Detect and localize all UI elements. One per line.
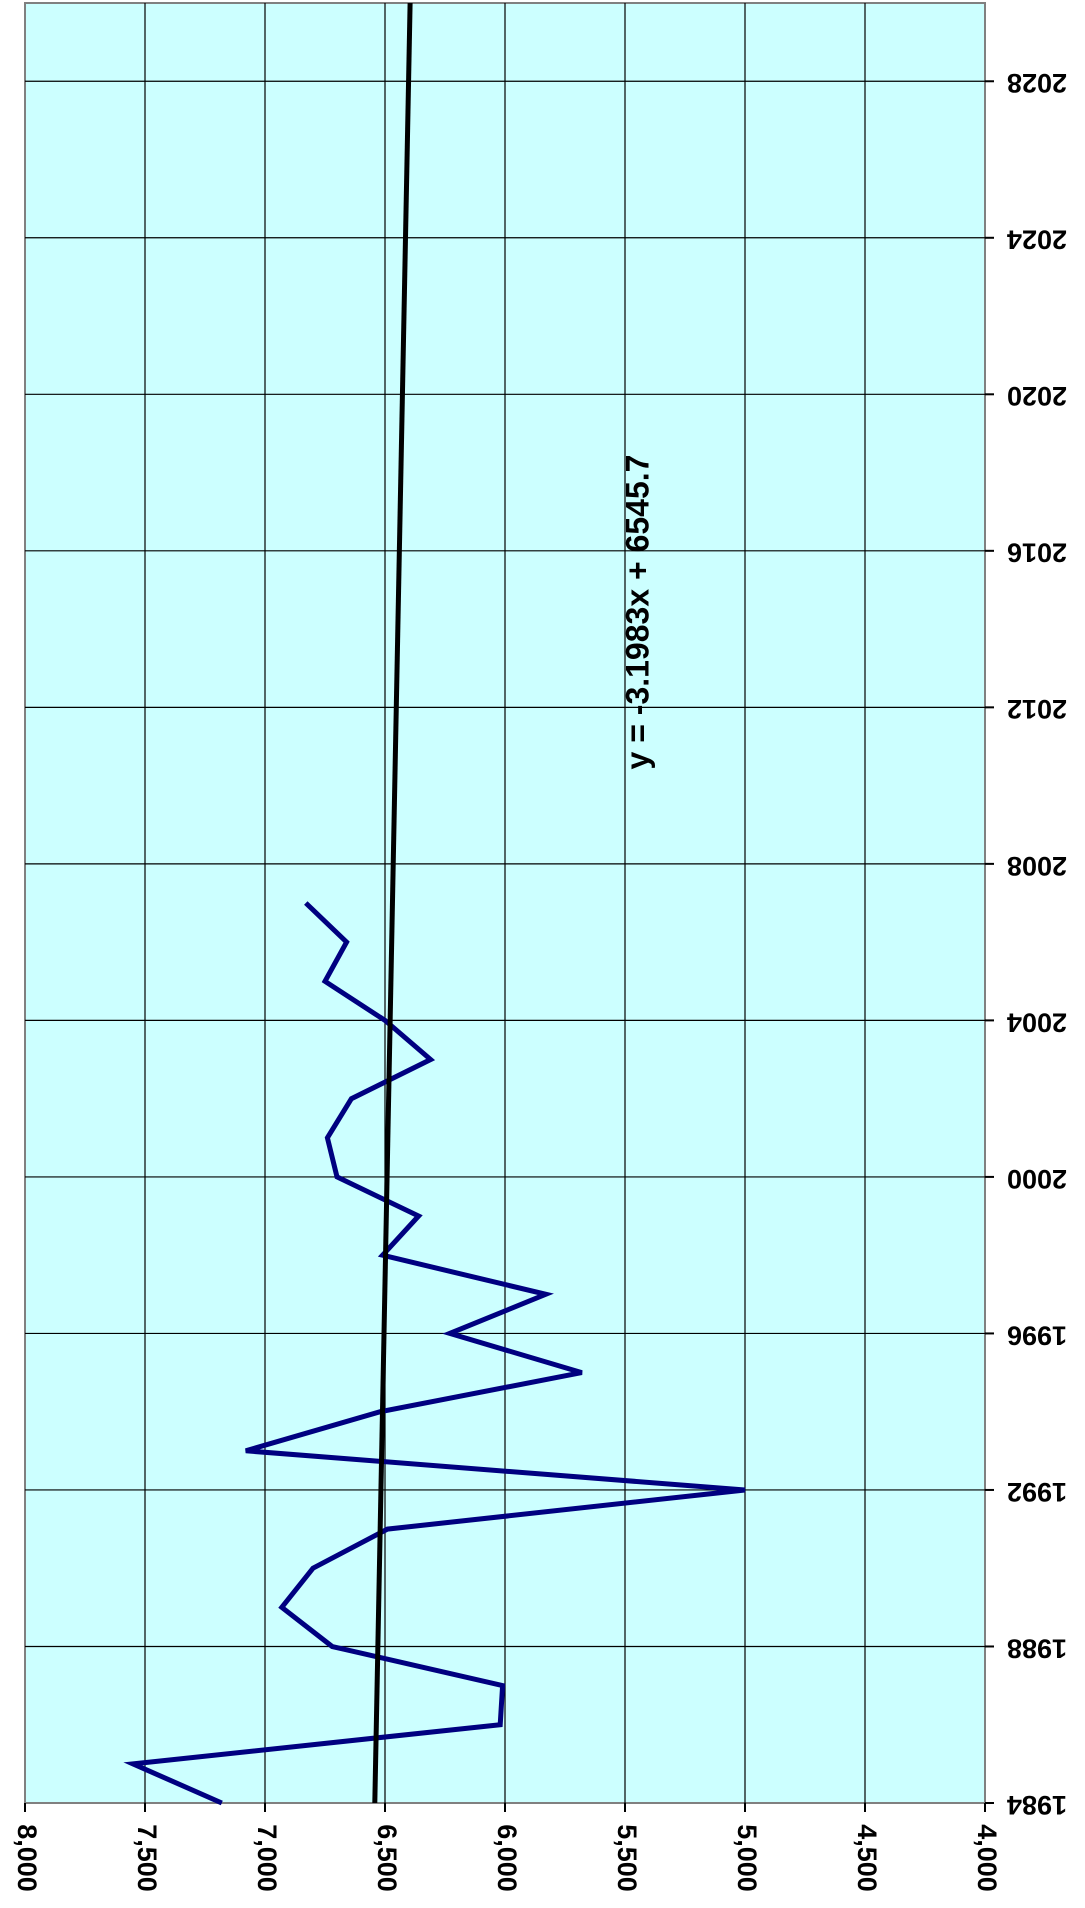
x-tick-label: 1996 xyxy=(1007,1320,1067,1350)
x-tick-label: 2004 xyxy=(1007,1007,1067,1037)
x-tick-label: 1992 xyxy=(1007,1477,1067,1507)
x-tick-label: 1984 xyxy=(1007,1790,1067,1820)
y-tick-label: 7,500 xyxy=(132,1824,162,1892)
y-tick-label: 6,000 xyxy=(492,1824,522,1892)
y-tick-label: 5,000 xyxy=(732,1824,762,1892)
series-line xyxy=(123,901,746,1806)
trendline xyxy=(372,2,413,1804)
x-tick-label: 2000 xyxy=(1007,1164,1067,1194)
y-tick-label: 6,500 xyxy=(372,1824,402,1892)
y-tick-label: 4,000 xyxy=(972,1824,1002,1892)
x-tick-label: 2028 xyxy=(1007,68,1067,98)
x-axis-tick-labels: 1984 1988 1992 1996 2000 2004 2008 2012 2016 2020… xyxy=(1007,68,1067,1820)
grid-lines xyxy=(25,3,985,1803)
x-tick-label: 2020 xyxy=(1007,381,1067,411)
y-tick-label: 5,500 xyxy=(612,1824,642,1892)
y-tick-label: 4,500 xyxy=(852,1824,882,1892)
trendline-equation: y = -3.1983x + 6545.7 xyxy=(619,455,655,770)
x-tick-label: 2024 xyxy=(1007,225,1067,255)
x-tick-label: 2012 xyxy=(1007,694,1067,724)
x-tick-label: 2016 xyxy=(1007,538,1067,568)
y-tick-label: 7,000 xyxy=(252,1824,282,1892)
x-tick-label: 2008 xyxy=(1007,851,1067,881)
y-tick-label: 8,000 xyxy=(12,1824,42,1892)
x-tick-label: 1988 xyxy=(1007,1633,1067,1663)
y-axis-tick-labels: 8,000 7,500 7,000 6,500 6,000 5,500 5,000 4,500… xyxy=(12,1824,1002,1892)
axis-ticks xyxy=(24,80,994,1812)
